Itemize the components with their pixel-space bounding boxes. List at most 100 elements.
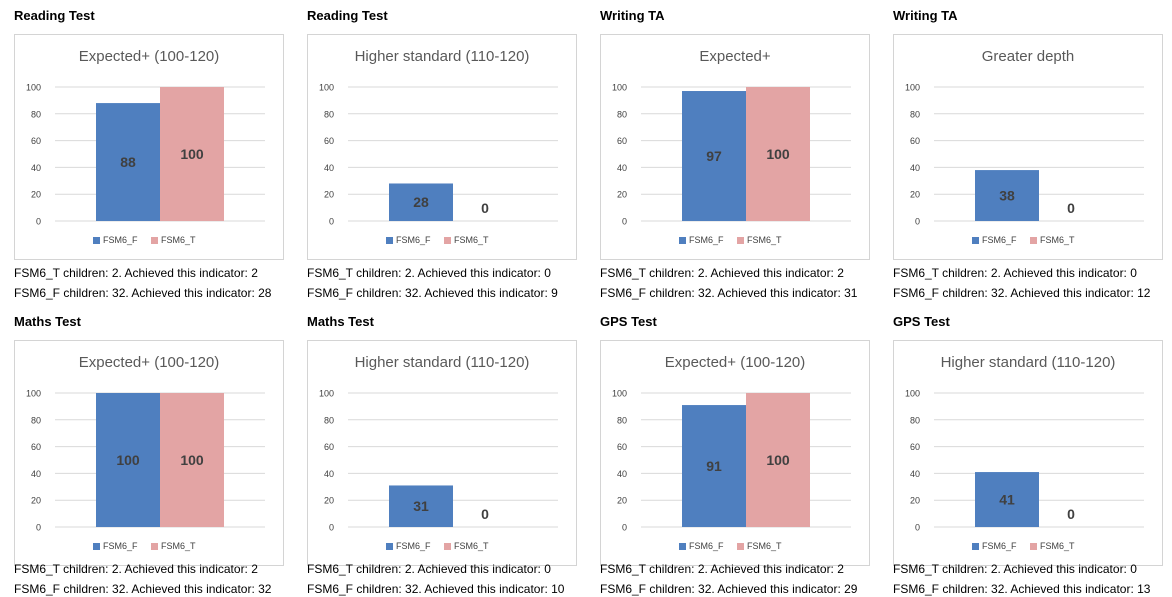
note-fsm6-t: FSM6_T children: 2. Achieved this indica… [14, 562, 258, 576]
y-tick-label: 60 [31, 442, 41, 452]
y-tick-label: 0 [915, 523, 920, 533]
chart-title: Expected+ (100-120) [665, 354, 806, 371]
data-label-fsm6-t: 100 [180, 146, 204, 162]
bar-chart: Expected+ (100-120) 0 20 40 60 80 100 91 100 FSM6… [612, 354, 851, 551]
chart-frame: Greater depth 0 20 40 60 80 100 38 0 FSM6_F FSM6_T [893, 34, 1163, 260]
note-fsm6-t: FSM6_T children: 2. Achieved this indica… [307, 266, 551, 280]
chart-frame: Expected+ (100-120) 0 20 40 60 80 100 88 100 FSM6… [14, 34, 284, 260]
y-tick-label: 40 [617, 163, 627, 173]
y-tick-label: 100 [612, 83, 627, 93]
chart-frame: Higher standard (110-120) 0 20 40 60 80 100 28 0… [307, 34, 577, 260]
panel-title: Writing TA [893, 8, 958, 23]
legend-label-fsm6-t: FSM6_T [747, 235, 782, 245]
legend-label-fsm6-t: FSM6_T [1040, 235, 1075, 245]
legend-label-fsm6-f: FSM6_F [103, 541, 138, 551]
y-tick-label: 60 [617, 136, 627, 146]
note-fsm6-f: FSM6_F children: 32. Achieved this indic… [600, 286, 858, 300]
panel-title: Reading Test [14, 8, 95, 23]
legend-label-fsm6-t: FSM6_T [1040, 541, 1075, 551]
bar-fsm6-t [160, 393, 224, 527]
chart-title: Higher standard (110-120) [355, 354, 530, 371]
y-tick-label: 80 [910, 415, 920, 425]
data-label-fsm6-t: 100 [766, 146, 790, 162]
y-tick-label: 0 [915, 217, 920, 227]
legend-swatch-fsm6-t [444, 237, 451, 244]
y-tick-label: 60 [31, 136, 41, 146]
legend-label-fsm6-f: FSM6_F [982, 235, 1017, 245]
panel-title: Maths Test [307, 314, 374, 329]
bar-chart: Higher standard (110-120) 0 20 40 60 80 100 31 0… [319, 354, 558, 551]
note-fsm6-f: FSM6_F children: 32. Achieved this indic… [307, 582, 565, 596]
legend-label-fsm6-t: FSM6_T [161, 541, 196, 551]
y-tick-label: 100 [905, 83, 920, 93]
bar-fsm6-t [746, 393, 810, 527]
y-tick-label: 60 [617, 442, 627, 452]
bar-fsm6-f [389, 183, 453, 221]
note-fsm6-f: FSM6_F children: 32. Achieved this indic… [600, 582, 858, 596]
y-tick-label: 20 [910, 496, 920, 506]
y-tick-label: 40 [31, 469, 41, 479]
y-tick-label: 100 [905, 389, 920, 399]
note-fsm6-f: FSM6_F children: 32. Achieved this indic… [307, 286, 558, 300]
y-tick-label: 0 [329, 217, 334, 227]
chart-title: Expected+ [699, 48, 771, 65]
y-tick-label: 20 [910, 190, 920, 200]
note-fsm6-t: FSM6_T children: 2. Achieved this indica… [600, 562, 844, 576]
bar-fsm6-f [975, 170, 1039, 221]
note-fsm6-t: FSM6_T children: 2. Achieved this indica… [893, 266, 1137, 280]
legend-label-fsm6-f: FSM6_F [982, 541, 1017, 551]
data-label-fsm6-t: 0 [1067, 506, 1075, 522]
data-label-fsm6-f: 38 [999, 188, 1015, 204]
y-tick-label: 100 [26, 389, 41, 399]
bar-chart: Higher standard (110-120) 0 20 40 60 80 100 28 0… [319, 48, 558, 245]
legend-swatch-fsm6-t [151, 237, 158, 244]
note-fsm6-f: FSM6_F children: 32. Achieved this indic… [14, 582, 272, 596]
note-fsm6-t: FSM6_T children: 2. Achieved this indica… [893, 562, 1137, 576]
bar-fsm6-f [96, 103, 160, 221]
chart-frame: Expected+ (100-120) 0 20 40 60 80 100 100 100 FSM… [14, 340, 284, 566]
y-tick-label: 80 [31, 415, 41, 425]
data-label-fsm6-f: 97 [706, 148, 722, 164]
y-tick-label: 40 [910, 469, 920, 479]
y-tick-label: 20 [31, 496, 41, 506]
bar-fsm6-f [389, 485, 453, 527]
bar-chart: Expected+ (100-120) 0 20 40 60 80 100 88 100 FSM6… [26, 48, 265, 245]
chart-frame: Higher standard (110-120) 0 20 40 60 80 100 41 0… [893, 340, 1163, 566]
legend-label-fsm6-f: FSM6_F [689, 235, 724, 245]
y-tick-label: 40 [910, 163, 920, 173]
legend-swatch-fsm6-f [679, 543, 686, 550]
panel-title: Reading Test [307, 8, 388, 23]
legend-label-fsm6-t: FSM6_T [454, 235, 489, 245]
legend-swatch-fsm6-t [737, 543, 744, 550]
y-tick-label: 0 [36, 523, 41, 533]
y-tick-label: 100 [612, 389, 627, 399]
y-tick-label: 40 [324, 163, 334, 173]
note-fsm6-t: FSM6_T children: 2. Achieved this indica… [600, 266, 844, 280]
panel-title: Maths Test [14, 314, 81, 329]
y-tick-label: 0 [36, 217, 41, 227]
bar-chart: Expected+ 0 20 40 60 80 100 97 100 FSM6_F FSM6_T [612, 48, 851, 245]
data-label-fsm6-t: 100 [180, 452, 204, 468]
y-tick-label: 60 [324, 136, 334, 146]
bar-chart: Greater depth 0 20 40 60 80 100 38 0 FSM6_F FSM6_T [905, 48, 1144, 245]
legend-swatch-fsm6-t [1030, 237, 1037, 244]
bar-chart: Expected+ (100-120) 0 20 40 60 80 100 100 100 FSM… [26, 354, 265, 551]
chart-title: Higher standard (110-120) [941, 354, 1116, 371]
bar-fsm6-t [160, 87, 224, 221]
legend-swatch-fsm6-f [972, 237, 979, 244]
legend-swatch-fsm6-f [93, 543, 100, 550]
legend-label-fsm6-t: FSM6_T [747, 541, 782, 551]
legend-swatch-fsm6-f [93, 237, 100, 244]
chart-frame: Expected+ (100-120) 0 20 40 60 80 100 91 100 FSM6… [600, 340, 870, 566]
data-label-fsm6-f: 41 [999, 492, 1015, 508]
note-fsm6-t: FSM6_T children: 2. Achieved this indica… [14, 266, 258, 280]
data-label-fsm6-t: 100 [766, 452, 790, 468]
data-label-fsm6-f: 88 [120, 154, 136, 170]
chart-title: Expected+ (100-120) [79, 48, 220, 65]
bar-fsm6-t [746, 87, 810, 221]
legend-swatch-fsm6-f [386, 237, 393, 244]
data-label-fsm6-f: 100 [116, 452, 140, 468]
data-label-fsm6-t: 0 [481, 506, 489, 522]
legend-label-fsm6-f: FSM6_F [396, 541, 431, 551]
data-label-fsm6-t: 0 [1067, 200, 1075, 216]
